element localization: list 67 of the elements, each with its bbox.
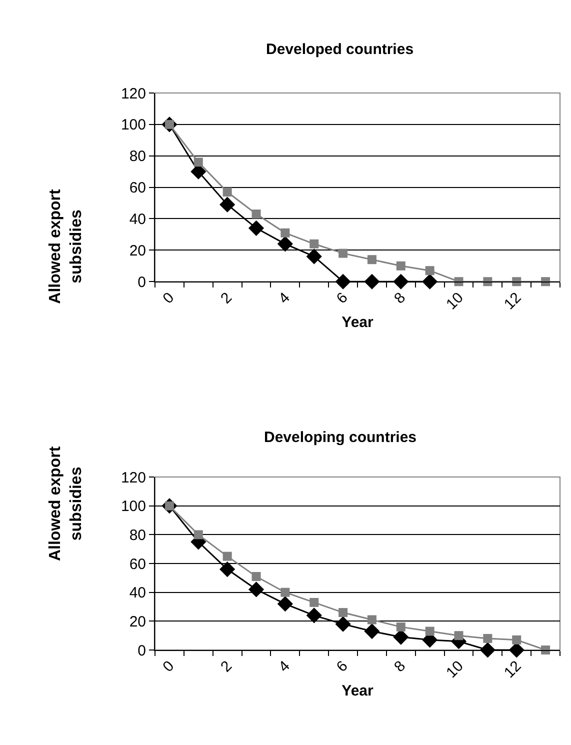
x-tick-label: 6 [333, 289, 352, 308]
x-tick-label: 10 [443, 658, 467, 682]
x-tick-label: 8 [391, 289, 410, 308]
point [222, 552, 232, 561]
point [280, 228, 290, 238]
y-axis-title: Allowed export subsidies [47, 188, 85, 304]
y-tick-label: 120 [120, 85, 146, 102]
point [194, 530, 203, 540]
y-tick-label: 20 [129, 242, 146, 260]
point [393, 274, 409, 290]
chart-title: Developing countries [264, 429, 417, 446]
y-tick-label: 80 [129, 148, 146, 166]
x-tick-label: 8 [391, 658, 410, 676]
point [222, 188, 232, 197]
point [338, 248, 348, 258]
x-tick-label: 2 [218, 289, 236, 308]
y-tick-label: 100 [120, 498, 146, 516]
point [425, 626, 434, 636]
point [277, 596, 293, 612]
point [483, 634, 492, 643]
point [252, 572, 261, 581]
point [338, 608, 348, 618]
x-tick-label: 12 [500, 289, 525, 314]
x-tick-label: 0 [160, 658, 178, 676]
y-tick-label: 120 [120, 469, 146, 486]
point [277, 236, 293, 252]
y-tick-label: 0 [138, 642, 146, 660]
point [220, 561, 236, 578]
x-tick-label: 4 [275, 289, 294, 308]
point [280, 588, 290, 597]
point [393, 629, 409, 645]
point [306, 608, 322, 624]
point [310, 239, 319, 248]
point [364, 623, 380, 640]
x-axis-title: Year [342, 682, 374, 700]
point [367, 615, 376, 624]
y-tick-label: 0 [138, 274, 146, 291]
x-tick-label: 0 [160, 289, 178, 308]
point [248, 582, 264, 598]
y-tick-label: 80 [129, 526, 146, 544]
point [248, 220, 264, 236]
point [306, 248, 322, 264]
point [310, 598, 319, 607]
x-tick-label: 6 [333, 658, 352, 676]
y-tick-label: 40 [129, 210, 146, 228]
x-tick-label: 12 [500, 658, 525, 682]
point [425, 266, 434, 276]
point [367, 255, 376, 264]
point [454, 631, 464, 640]
point [396, 622, 406, 632]
chart-title: Developed countries [266, 41, 414, 58]
x-tick-label: 2 [218, 658, 236, 676]
y-axis-title: Allowed export subsidies [46, 446, 85, 562]
y-tick-label: 100 [120, 116, 146, 134]
point [512, 635, 522, 644]
x-tick-label: 4 [275, 658, 294, 676]
point [252, 210, 261, 219]
x-tick-label: 10 [443, 289, 467, 314]
point [335, 616, 351, 632]
point [194, 158, 203, 167]
point [396, 261, 406, 270]
y-tick-label: 40 [129, 584, 146, 602]
x-axis-title: Year [342, 314, 374, 332]
y-tick-label: 20 [129, 613, 146, 630]
y-tick-label: 60 [129, 180, 146, 197]
y-tick-label: 60 [129, 556, 146, 573]
point [220, 196, 236, 212]
